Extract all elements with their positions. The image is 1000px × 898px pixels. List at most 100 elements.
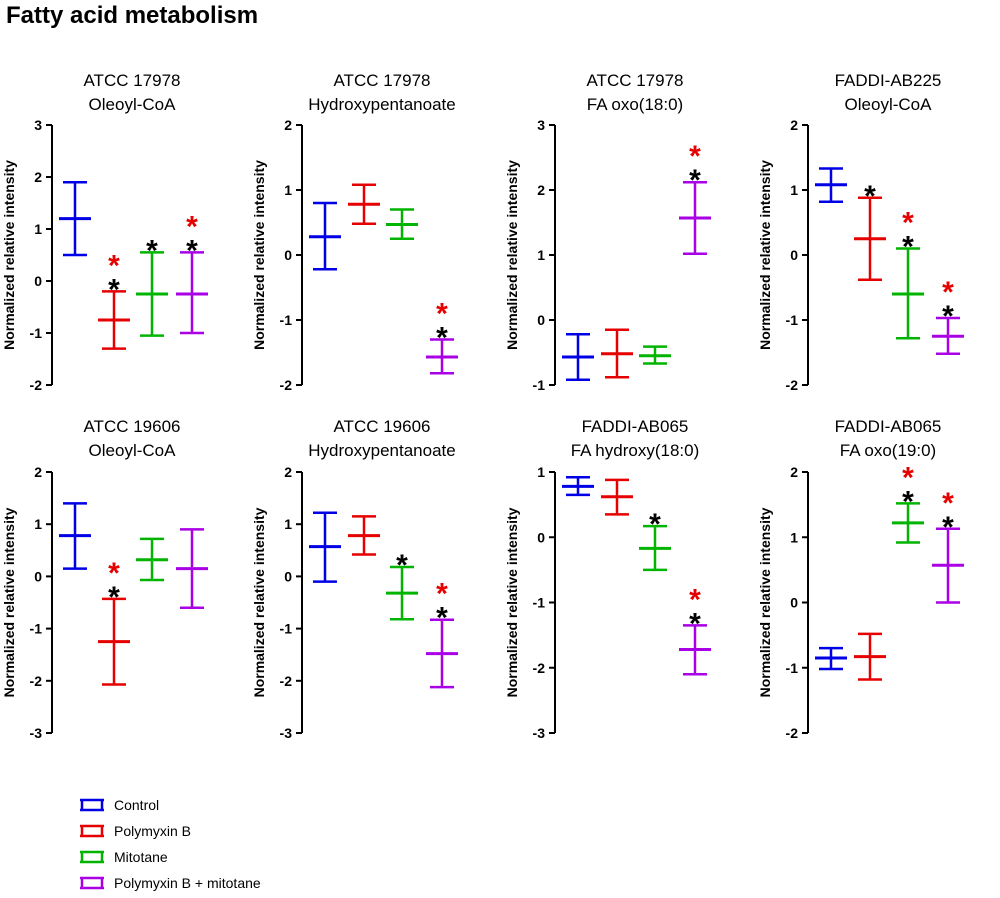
chart-title-line: Oleoyl-CoA xyxy=(845,95,933,114)
errorbar-control xyxy=(59,502,91,570)
legend-item: Control xyxy=(78,792,261,818)
errorbar-mitotane: ** xyxy=(892,207,924,340)
legend-item: Mitotane xyxy=(78,844,261,870)
y-tick-label: 1 xyxy=(790,529,798,545)
errorbar-mitotane xyxy=(639,345,671,365)
significance-star-red: * xyxy=(902,461,914,494)
errorbar-polymyxin-b xyxy=(601,328,633,379)
y-tick-label: 1 xyxy=(284,182,292,198)
y-tick-label: 2 xyxy=(790,464,798,480)
y-tick-label: -3 xyxy=(533,725,546,741)
significance-star-red: * xyxy=(942,487,954,520)
y-axis-label: Normalized relative intensity xyxy=(1,160,17,350)
chart-title-line: ATCC 17978 xyxy=(586,71,683,90)
significance-star-black: * xyxy=(689,607,701,640)
legend-item: Polymyxin B + mitotane xyxy=(78,870,261,896)
significance-star-black: * xyxy=(942,300,954,333)
errorbar-polymyxin-b: ** xyxy=(98,249,130,350)
chart-6: ATCC 19606 Hydroxypentanoate -3 -2 -1 0 1 2 Norm… xyxy=(251,417,458,741)
y-tick-label: 1 xyxy=(34,221,42,237)
chart-title-line: Hydroxypentanoate xyxy=(308,95,455,114)
chart-7: FADDI-AB065 FA hydroxy(18:0) -3 -2 -1 0 1 Norma… xyxy=(504,417,711,741)
y-tick-label: 2 xyxy=(34,169,42,185)
errorbar-mitotane xyxy=(386,208,418,240)
errorbar-control xyxy=(815,167,847,203)
y-tick-label: 2 xyxy=(790,117,798,133)
chart-title-line: FA oxo(19:0) xyxy=(840,441,936,460)
y-tick-label: 2 xyxy=(34,464,42,480)
y-axis-label: Normalized relative intensity xyxy=(251,160,267,350)
errorbar-mitotane: * xyxy=(386,549,418,621)
significance-star-red: * xyxy=(902,207,914,240)
errorbar-control xyxy=(815,646,847,671)
chart-2: ATCC 17978 Hydroxypentanoate -2 -1 0 1 2 Normal… xyxy=(251,71,458,393)
y-tick-label: 0 xyxy=(790,595,798,611)
y-tick-label: -2 xyxy=(30,377,43,393)
y-tick-label: 2 xyxy=(284,464,292,480)
errorbar-polymyxin-b-mitotane xyxy=(176,528,208,609)
page-title: Fatty acid metabolism xyxy=(6,2,259,29)
y-axis-label: Normalized relative intensity xyxy=(504,507,520,697)
errorbar-polymyxin-b xyxy=(601,478,633,516)
significance-star-black: * xyxy=(902,485,914,518)
y-axis-label: Normalized relative intensity xyxy=(757,160,773,350)
legend-swatch-icon xyxy=(80,850,104,864)
y-tick-label: 0 xyxy=(34,273,42,289)
errorbar-polymyxin-b-mitotane: ** xyxy=(426,298,458,375)
legend-swatch-icon xyxy=(80,798,104,812)
errorbar-control xyxy=(562,475,594,497)
errorbar-polymyxin-b: ** xyxy=(98,557,130,686)
errorbar-mitotane xyxy=(136,537,168,582)
y-axis-label: Normalized relative intensity xyxy=(1,507,17,697)
significance-star-black: * xyxy=(396,549,408,582)
significance-star-red: * xyxy=(689,140,701,173)
y-tick-label: -1 xyxy=(30,325,43,341)
significance-star-red: * xyxy=(689,583,701,616)
legend-label: Control xyxy=(114,797,160,813)
chart-1: ATCC 17978 Oleoyl-CoA -2 -1 0 1 2 3 Normalized r… xyxy=(1,71,208,393)
y-tick-label: -1 xyxy=(533,377,546,393)
errorbar-control xyxy=(309,511,341,583)
y-tick-label: 0 xyxy=(284,247,292,263)
errorbar-polymyxin-b xyxy=(854,632,886,681)
y-tick-label: -1 xyxy=(533,595,546,611)
significance-star-black: * xyxy=(942,511,954,544)
chart-3: ATCC 17978 FA oxo(18:0) -1 0 1 2 3 Normalized r… xyxy=(504,71,711,393)
significance-star-black: * xyxy=(902,231,914,264)
errorbar-control xyxy=(59,180,91,257)
y-axis-label: Normalized relative intensity xyxy=(251,507,267,697)
chart-title-line: Oleoyl-CoA xyxy=(89,95,177,114)
y-tick-label: -2 xyxy=(30,673,43,689)
y-tick-label: 1 xyxy=(284,516,292,532)
errorbar-polymyxin-b-mitotane: ** xyxy=(426,578,458,689)
significance-star-black: * xyxy=(689,164,701,197)
y-tick-label: 0 xyxy=(537,312,545,328)
y-axis-label: Normalized relative intensity xyxy=(504,160,520,350)
y-tick-label: 1 xyxy=(790,182,798,198)
y-tick-label: 1 xyxy=(34,516,42,532)
y-tick-label: 0 xyxy=(790,247,798,263)
legend-swatch-icon xyxy=(80,876,104,890)
y-tick-label: -2 xyxy=(280,673,293,689)
chart-8: FADDI-AB065 FA oxo(19:0) -2 -1 0 1 2 Normalized… xyxy=(757,417,964,741)
errorbar-polymyxin-b xyxy=(348,183,380,226)
chart-title-line: ATCC 19606 xyxy=(333,417,430,436)
y-tick-label: -3 xyxy=(280,725,293,741)
errorbar-polymyxin-b xyxy=(348,515,380,556)
chart-title-line: FADDI-AB065 xyxy=(582,417,689,436)
y-tick-label: 2 xyxy=(537,182,545,198)
significance-star-red: * xyxy=(942,276,954,309)
significance-star-red: * xyxy=(108,557,120,590)
y-tick-label: 3 xyxy=(34,117,42,133)
y-tick-label: -2 xyxy=(786,725,799,741)
errorbar-polymyxin-b-mitotane: ** xyxy=(932,276,964,356)
errorbar-mitotane: * xyxy=(136,234,168,337)
significance-star-black: * xyxy=(108,581,120,614)
significance-star-red: * xyxy=(186,210,198,243)
y-tick-label: -1 xyxy=(30,621,43,637)
significance-star-black: * xyxy=(146,234,158,267)
significance-star-black: * xyxy=(436,322,448,355)
y-tick-label: 0 xyxy=(34,568,42,584)
significance-star-black: * xyxy=(436,602,448,635)
